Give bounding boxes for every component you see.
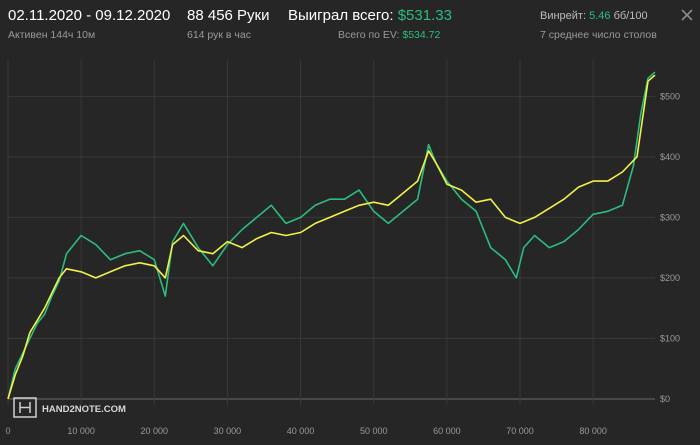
x-tick-label: 60 000 (433, 426, 461, 436)
won-total-label: Выиграл всего: (288, 7, 394, 24)
winrate-label: Винрейт: (540, 10, 587, 22)
winrate: Винрейт: 5.46 бб/100 (540, 10, 648, 22)
x-axis-ticks: 0 10 000 20 000 30 000 40 000 50 000 60 000 70 … (5, 426, 606, 436)
winrate-unit: бб/100 (613, 10, 648, 22)
hand2note-logo: HAND2NOTE.COM (13, 397, 126, 418)
series-line-won (7, 71, 656, 400)
x-tick-label: 40 000 (287, 426, 315, 436)
series-line-ev (7, 74, 656, 400)
x-tick-label: 10 000 (67, 426, 95, 436)
hands-per-hour: 614 рук в час (187, 29, 251, 41)
x-tick-label: 20 000 (141, 426, 169, 436)
y-tick-label: $500 (660, 91, 680, 101)
x-tick-label: 80 000 (579, 426, 607, 436)
date-range: 02.11.2020 - 09.12.2020 (8, 7, 171, 24)
ev-total: Всего по EV: $534.72 (338, 29, 440, 41)
y-tick-label: $100 (660, 333, 680, 343)
close-icon[interactable] (680, 8, 694, 22)
won-total: Выиграл всего: $531.33 (288, 7, 452, 24)
winrate-value: 5.46 (589, 10, 611, 22)
stats-header: 02.11.2020 - 09.12.2020 Активен 144ч 10м… (0, 0, 700, 48)
active-time: Активен 144ч 10м (8, 29, 96, 41)
grid (7, 60, 655, 405)
y-tick-label: $0 (660, 394, 670, 404)
hands-count: 88 456 Руки (187, 7, 270, 24)
x-tick-label: 70 000 (506, 426, 534, 436)
tables-average: 7 среднее число столов (540, 29, 657, 41)
y-tick-label: $300 (660, 212, 680, 222)
logo-mark-icon (13, 397, 37, 418)
profit-chart: $0 $100 $200 $300 $400 $500 0 10 000 20 000 30 0… (5, 60, 680, 436)
y-tick-label: $400 (660, 152, 680, 162)
x-tick-label: 30 000 (214, 426, 242, 436)
x-tick-label: 0 (5, 426, 10, 436)
ev-total-label: Всего по EV: (338, 29, 400, 41)
y-axis-ticks: $0 $100 $200 $300 $400 $500 (660, 91, 680, 404)
series (7, 71, 656, 400)
ev-total-value: $534.72 (402, 29, 441, 41)
y-tick-label: $200 (660, 273, 680, 283)
won-total-value: $531.33 (397, 7, 452, 24)
x-tick-label: 50 000 (360, 426, 388, 436)
logo-text: HAND2NOTE.COM (42, 404, 126, 415)
